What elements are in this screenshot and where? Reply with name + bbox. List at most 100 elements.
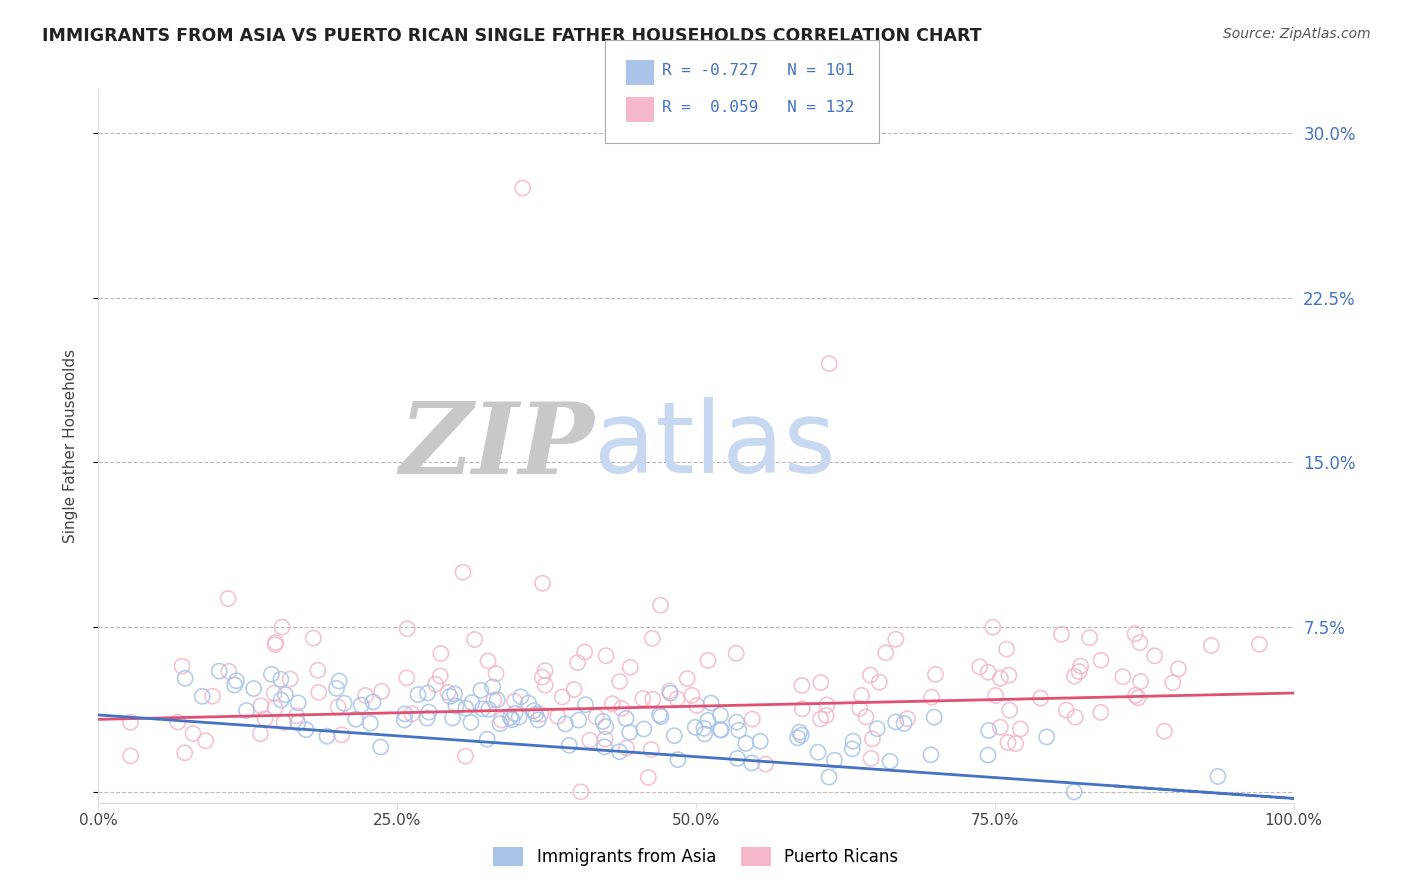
Point bbox=[551, 690, 574, 704]
Point bbox=[443, 687, 465, 701]
Point bbox=[439, 690, 461, 704]
Text: atlas: atlas bbox=[595, 398, 837, 494]
Point bbox=[810, 712, 832, 726]
Point bbox=[1063, 669, 1085, 683]
Point bbox=[862, 731, 884, 746]
Point bbox=[609, 674, 631, 689]
Point bbox=[595, 648, 617, 663]
Point bbox=[884, 714, 907, 729]
Point bbox=[609, 745, 631, 759]
Point bbox=[790, 678, 813, 692]
Point bbox=[249, 727, 271, 741]
Point bbox=[270, 693, 292, 707]
Point bbox=[418, 705, 440, 719]
Point bbox=[593, 739, 616, 754]
Point bbox=[1112, 670, 1135, 684]
Point bbox=[666, 691, 689, 706]
Point bbox=[326, 699, 349, 714]
Point bbox=[486, 693, 509, 707]
Point bbox=[1123, 626, 1146, 640]
Point bbox=[530, 707, 553, 722]
Point bbox=[394, 713, 416, 727]
Point bbox=[425, 677, 447, 691]
Point bbox=[851, 689, 873, 703]
Point bbox=[818, 770, 841, 784]
Point bbox=[287, 716, 309, 731]
Point bbox=[250, 698, 273, 713]
Point bbox=[477, 654, 499, 668]
Point bbox=[810, 675, 832, 690]
Point bbox=[562, 682, 585, 697]
Point bbox=[592, 714, 614, 729]
Text: R = -0.727   N = 101: R = -0.727 N = 101 bbox=[662, 63, 855, 78]
Text: IMMIGRANTS FROM ASIA VS PUERTO RICAN SINGLE FATHER HOUSEHOLDS CORRELATION CHART: IMMIGRANTS FROM ASIA VS PUERTO RICAN SIN… bbox=[42, 27, 981, 45]
Point bbox=[534, 678, 557, 692]
Point bbox=[610, 701, 633, 715]
Point bbox=[263, 686, 285, 700]
Point bbox=[451, 566, 474, 580]
Point bbox=[842, 734, 865, 748]
Point bbox=[697, 653, 720, 667]
Point bbox=[637, 771, 659, 785]
Point bbox=[1153, 724, 1175, 739]
Point bbox=[441, 711, 464, 725]
Point bbox=[841, 742, 863, 756]
Point bbox=[1167, 662, 1189, 676]
Point bbox=[749, 734, 772, 748]
Point bbox=[344, 712, 367, 726]
Point bbox=[641, 632, 664, 646]
Point bbox=[554, 717, 576, 731]
Point bbox=[1090, 653, 1112, 667]
Point bbox=[416, 711, 439, 725]
Point bbox=[569, 785, 592, 799]
Point bbox=[120, 715, 142, 730]
Point bbox=[264, 701, 287, 715]
Point bbox=[295, 723, 318, 737]
Point bbox=[709, 708, 731, 723]
Point bbox=[501, 713, 523, 727]
Point bbox=[208, 664, 231, 678]
Point bbox=[574, 698, 596, 712]
Point bbox=[547, 709, 569, 723]
Point bbox=[789, 725, 811, 739]
Point bbox=[524, 707, 547, 722]
Point bbox=[370, 740, 392, 755]
Point bbox=[1129, 674, 1152, 689]
Point bbox=[786, 731, 808, 745]
Point bbox=[264, 635, 287, 649]
Point bbox=[1126, 690, 1149, 705]
Point bbox=[260, 667, 283, 681]
Point bbox=[640, 742, 662, 756]
Point bbox=[235, 704, 257, 718]
Point bbox=[1050, 627, 1073, 641]
Point bbox=[170, 659, 193, 673]
Point bbox=[664, 729, 686, 743]
Point bbox=[499, 710, 522, 724]
Point bbox=[921, 690, 943, 705]
Point bbox=[818, 357, 841, 371]
Point bbox=[884, 632, 907, 647]
Point bbox=[879, 754, 901, 768]
Point bbox=[270, 673, 292, 687]
Point bbox=[430, 647, 453, 661]
Point bbox=[325, 681, 347, 696]
Point bbox=[614, 711, 637, 725]
Point bbox=[860, 751, 883, 765]
Point bbox=[568, 713, 591, 727]
Point bbox=[191, 690, 214, 704]
Point bbox=[201, 689, 224, 703]
Point bbox=[120, 748, 142, 763]
Point bbox=[508, 710, 530, 724]
Point bbox=[848, 701, 870, 715]
Point bbox=[693, 727, 716, 741]
Point bbox=[1064, 710, 1087, 724]
Text: R =  0.059   N = 132: R = 0.059 N = 132 bbox=[662, 101, 855, 115]
Point bbox=[401, 706, 423, 721]
Point bbox=[330, 728, 353, 742]
Point bbox=[969, 660, 991, 674]
Point bbox=[681, 689, 703, 703]
Point bbox=[416, 686, 439, 700]
Point bbox=[396, 622, 419, 636]
Point bbox=[194, 733, 217, 747]
Point bbox=[641, 692, 664, 706]
